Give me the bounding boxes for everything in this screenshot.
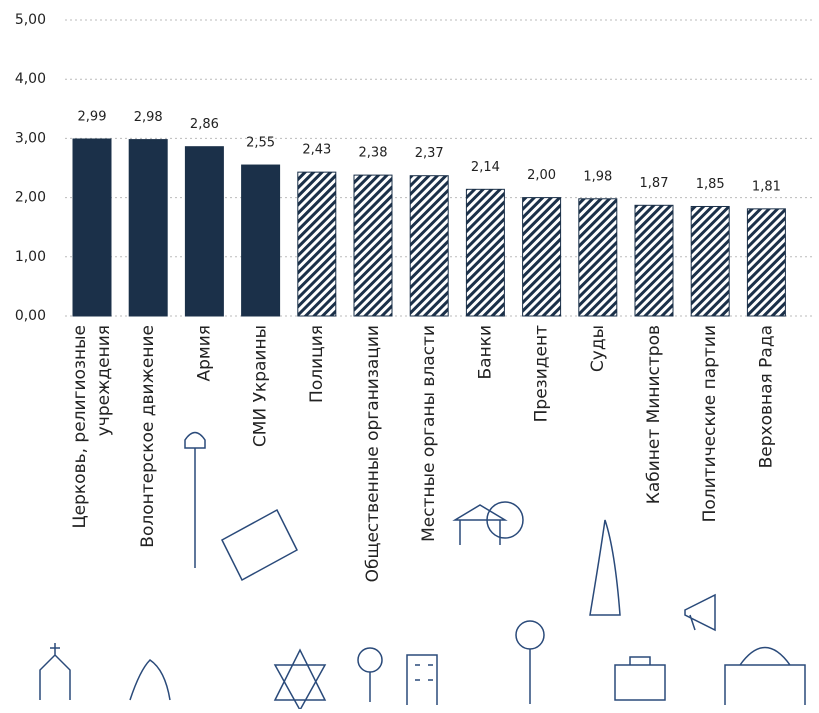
bar — [128, 139, 168, 317]
x-tick-label: Общественные организации — [363, 325, 383, 582]
value-label: 2,55 — [246, 136, 275, 151]
value-label: 2,86 — [190, 117, 219, 132]
x-tick-label: Банки — [475, 325, 495, 380]
value-label: 2,98 — [134, 110, 163, 125]
y-tick-label: 2,00 — [15, 190, 46, 206]
x-tick-label: Кабинет Министров — [644, 325, 664, 504]
bar — [184, 146, 224, 317]
x-tick-label: Армия — [194, 325, 214, 382]
y-tick-label: 5,00 — [15, 12, 46, 28]
x-tick-label: Полиция — [307, 325, 327, 403]
bar — [578, 198, 618, 317]
bar — [746, 208, 786, 317]
decorative-icons — [39, 431, 806, 712]
x-tick-label: Местные органы власти — [419, 325, 439, 542]
bar — [409, 175, 449, 317]
bar — [522, 197, 562, 317]
x-tick-label: Волонтерское движение — [138, 325, 158, 548]
value-label: 2,99 — [78, 109, 107, 124]
x-tick-label: Политические партии — [700, 325, 720, 522]
y-tick-label: 3,00 — [15, 130, 46, 146]
bar — [353, 174, 393, 317]
x-tick-label: Президент — [532, 325, 552, 422]
y-tick-label: 0,00 — [15, 308, 46, 324]
x-tick-label: Суды — [588, 325, 608, 372]
value-label: 1,98 — [583, 169, 612, 184]
bar — [297, 171, 337, 317]
bar — [72, 138, 112, 317]
value-label: 1,81 — [752, 179, 781, 194]
bar — [465, 188, 505, 317]
value-label: 2,14 — [471, 160, 500, 175]
bar — [634, 204, 674, 317]
x-tick-label: Верховная Рада — [756, 325, 776, 468]
bar — [690, 205, 730, 317]
value-label: 2,43 — [302, 143, 331, 158]
x-tick-label: Церковь, религиозные учреждения — [70, 325, 114, 529]
bar — [241, 164, 281, 317]
value-label: 2,00 — [527, 168, 556, 183]
y-tick-label: 4,00 — [15, 71, 46, 87]
value-label: 1,85 — [696, 177, 725, 192]
value-label: 1,87 — [640, 176, 669, 191]
x-tick-label: СМИ Украины — [251, 325, 271, 447]
value-label: 2,37 — [415, 146, 444, 161]
y-tick-label: 1,00 — [15, 249, 46, 265]
value-label: 2,38 — [359, 146, 388, 161]
